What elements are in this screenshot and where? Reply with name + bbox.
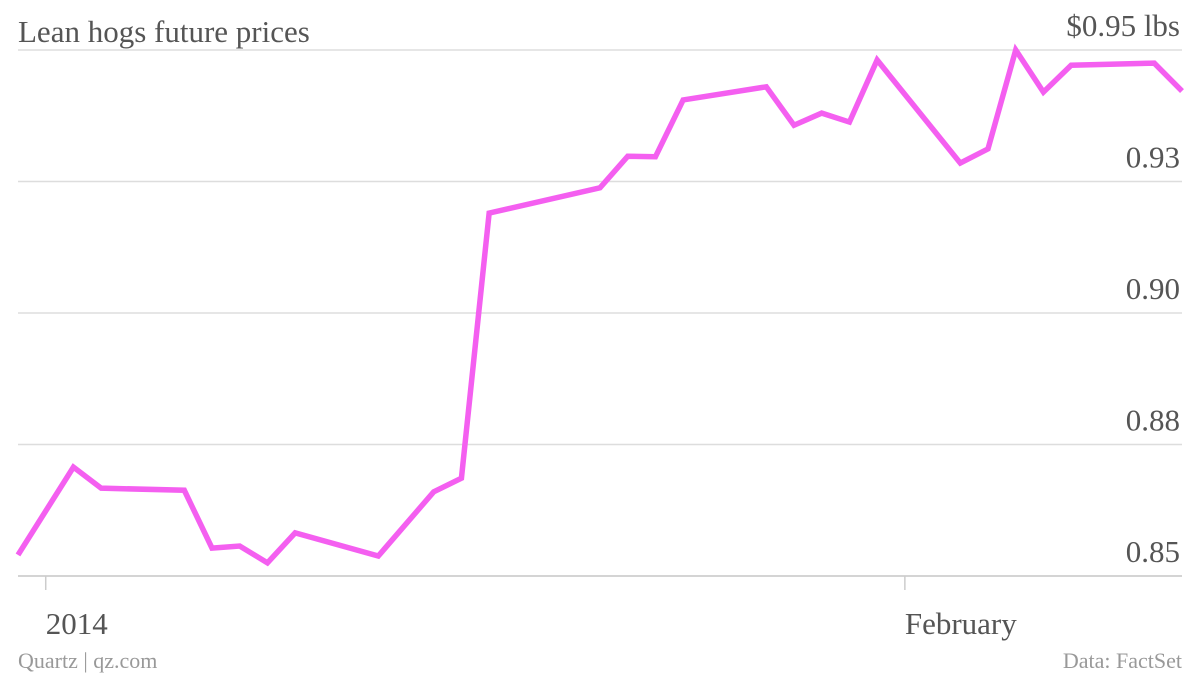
- y-tick-label: 0.93: [1126, 140, 1180, 175]
- chart-title: Lean hogs future prices: [18, 14, 310, 49]
- y-tick-label: 0.90: [1126, 271, 1180, 306]
- y-tick-label: 0.85: [1126, 534, 1180, 569]
- y-tick-label: $0.95 lbs: [1066, 8, 1180, 43]
- credit: Quartz | qz.com: [18, 648, 157, 673]
- x-tick-label: 2014: [46, 606, 109, 641]
- y-tick-label: 0.88: [1126, 403, 1180, 438]
- source: Data: FactSet: [1063, 648, 1182, 673]
- x-tick-label: February: [905, 606, 1017, 641]
- line: [15, 43, 1184, 567]
